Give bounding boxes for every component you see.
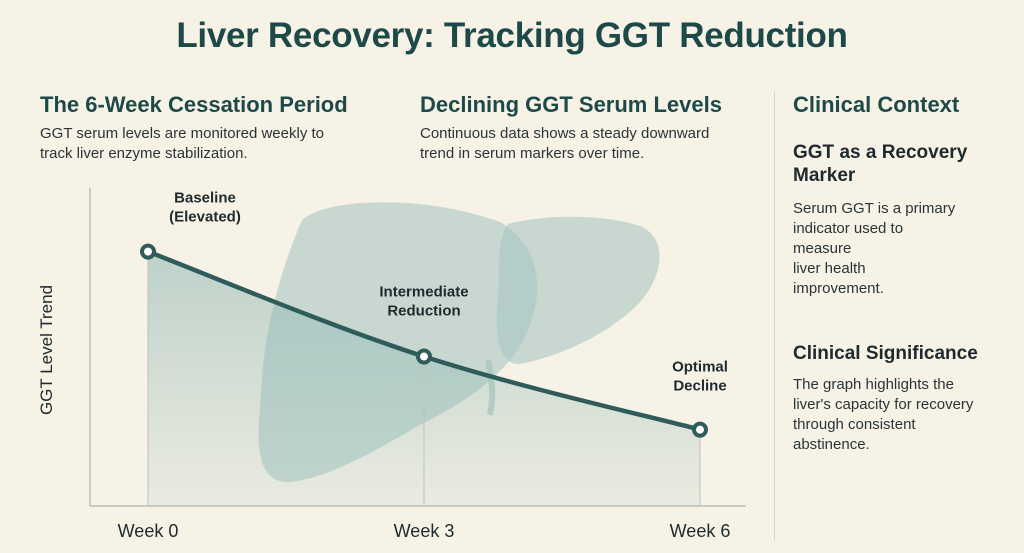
clinical-significance-text-line: liver's capacity for recovery — [793, 396, 974, 413]
middle-section-text: Continuous data shows a steady downward … — [420, 124, 709, 164]
middle-section-text-line: trend in serum markers over time. — [420, 145, 645, 162]
recovery-marker-text-line: Serum GGT is a primary — [793, 200, 956, 217]
annotation-label: Intermediate — [379, 284, 468, 301]
recovery-marker-heading: GGT as a Recovery Marker — [793, 141, 967, 187]
clinical-significance-text-line: through consistent — [793, 416, 916, 433]
data-point-center — [420, 352, 428, 361]
recovery-marker-heading-line: Marker — [793, 165, 856, 186]
x-tick-label: Week 6 — [670, 521, 731, 541]
recovery-marker-text: Serum GGT is a primary indicator used to… — [793, 199, 955, 299]
recovery-marker-text-line: liver health — [793, 260, 866, 277]
data-point-center — [144, 247, 152, 256]
annotation-label: Reduction — [387, 303, 460, 320]
annotation-label: Decline — [673, 378, 726, 395]
middle-section-text-line: Continuous data shows a steady downward — [420, 125, 710, 142]
clinical-significance-text: The graph highlights the liver's capacit… — [793, 375, 973, 455]
middle-section-heading: Declining GGT Serum Levels — [420, 92, 722, 117]
recovery-marker-heading-line: GGT as a Recovery — [793, 142, 968, 163]
data-point-center — [696, 425, 704, 434]
left-section-text: GGT serum levels are monitored weekly to… — [40, 124, 324, 164]
recovery-marker-text-line: indicator used to — [793, 220, 904, 237]
page-title: Liver Recovery: Tracking GGT Reduction — [176, 16, 848, 55]
clinical-significance-text-line: abstinence. — [793, 436, 870, 453]
clinical-significance-text-line: The graph highlights the — [793, 376, 954, 393]
clinical-significance-heading: Clinical Significance — [793, 343, 978, 364]
recovery-marker-text-line: measure — [793, 240, 852, 257]
column-divider — [774, 92, 775, 540]
recovery-marker-text-line: improvement. — [793, 280, 884, 297]
annotation-label: (Elevated) — [169, 209, 241, 226]
x-tick-label: Week 0 — [118, 521, 179, 541]
annotation-label: Optimal — [672, 359, 728, 376]
left-section-text-line: GGT serum levels are monitored weekly to — [40, 125, 324, 142]
context-heading: Clinical Context — [793, 92, 960, 117]
left-section-heading: The 6-Week Cessation Period — [40, 92, 348, 117]
annotation-label: Baseline — [174, 190, 236, 207]
x-tick-label: Week 3 — [394, 521, 455, 541]
left-section-text-line: track liver enzyme stabilization. — [40, 145, 248, 162]
